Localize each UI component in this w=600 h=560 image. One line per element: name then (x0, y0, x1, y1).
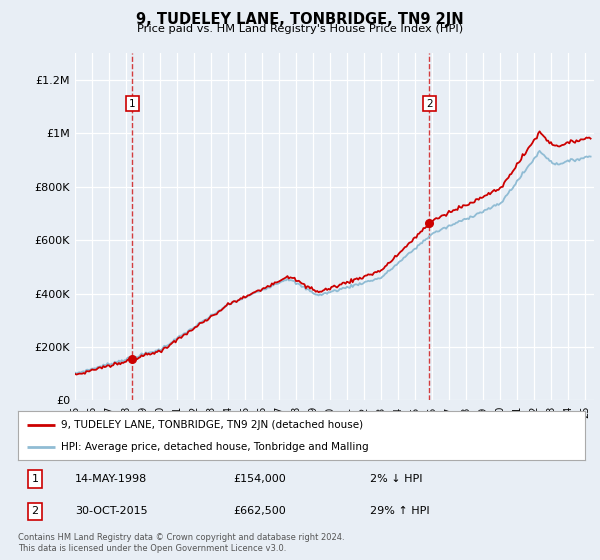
Text: 29% ↑ HPI: 29% ↑ HPI (370, 506, 429, 516)
Text: £154,000: £154,000 (233, 474, 286, 484)
Text: 30-OCT-2015: 30-OCT-2015 (75, 506, 148, 516)
Text: 14-MAY-1998: 14-MAY-1998 (75, 474, 147, 484)
Text: 2% ↓ HPI: 2% ↓ HPI (370, 474, 422, 484)
Text: HPI: Average price, detached house, Tonbridge and Malling: HPI: Average price, detached house, Tonb… (61, 441, 368, 451)
Text: 9, TUDELEY LANE, TONBRIDGE, TN9 2JN (detached house): 9, TUDELEY LANE, TONBRIDGE, TN9 2JN (det… (61, 420, 362, 430)
Text: 1: 1 (32, 474, 38, 484)
Text: Price paid vs. HM Land Registry's House Price Index (HPI): Price paid vs. HM Land Registry's House … (137, 24, 463, 34)
Text: £662,500: £662,500 (233, 506, 286, 516)
Text: 2: 2 (31, 506, 38, 516)
Text: 2: 2 (426, 99, 433, 109)
Text: 9, TUDELEY LANE, TONBRIDGE, TN9 2JN: 9, TUDELEY LANE, TONBRIDGE, TN9 2JN (136, 12, 464, 27)
Text: Contains HM Land Registry data © Crown copyright and database right 2024.
This d: Contains HM Land Registry data © Crown c… (18, 533, 344, 553)
Text: 1: 1 (129, 99, 136, 109)
